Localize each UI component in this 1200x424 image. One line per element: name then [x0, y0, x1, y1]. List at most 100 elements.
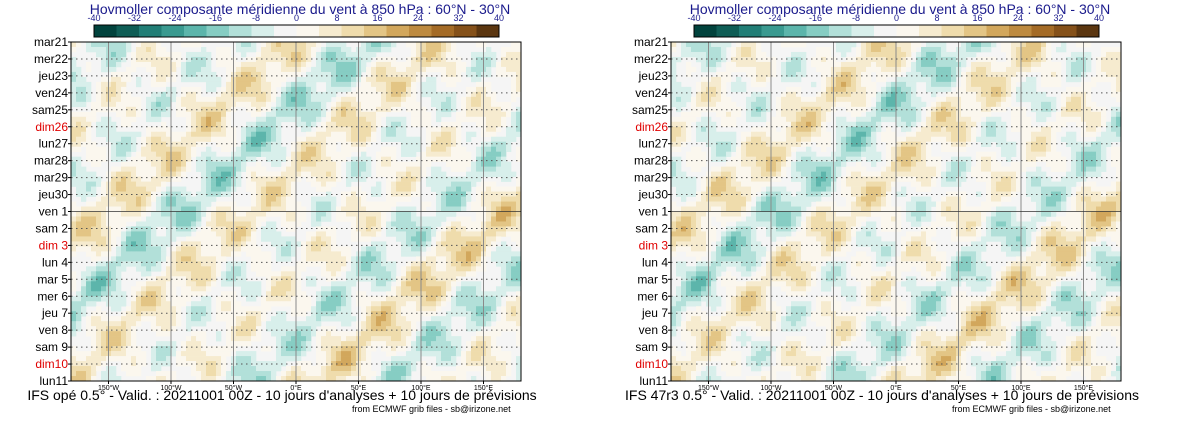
x-tick-label: 0°E: [290, 384, 302, 392]
colorbar-swatch: [761, 25, 785, 37]
colorbar-tick-label: -32: [728, 13, 741, 23]
y-tick-label: lun27: [639, 137, 669, 151]
x-tick-label: 100°W: [760, 384, 781, 392]
y-tick-label: sam25: [632, 103, 668, 117]
colorbar-tick-label: -24: [768, 13, 781, 23]
colorbar-tick-label: -24: [168, 13, 181, 23]
colorbar-tick-label: 40: [1094, 13, 1104, 23]
colorbar-tick-label: -40: [687, 13, 700, 23]
panel-operational: Hovmoller composante méridienne du vent …: [27, 1, 537, 414]
x-tick-label: 100°E: [1011, 384, 1030, 392]
colorbar-tick-label: -32: [128, 13, 141, 23]
colorbar-swatch: [1054, 25, 1077, 37]
y-tick-label: sam 9: [635, 340, 668, 354]
colorbar-swatch: [206, 25, 230, 37]
y-tick-label: dim10: [635, 357, 668, 371]
plot-frame: [670, 41, 1122, 382]
colorbar-tick-label: 24: [413, 13, 423, 23]
colorbar-swatch: [296, 25, 320, 37]
y-tick-label: jeu23: [638, 69, 669, 83]
y-tick-label: sam 2: [635, 221, 668, 235]
colorbar-tick-label: 8: [934, 13, 939, 23]
colorbar-tick-label: -8: [852, 13, 860, 23]
y-tick-label: lun27: [39, 137, 69, 151]
colorbar-tick-label: 40: [494, 13, 504, 23]
y-tick-label: dim26: [35, 120, 68, 134]
x-tick-label: 0°E: [890, 384, 902, 392]
x-tick-label: 100°W: [160, 384, 181, 392]
colorbar-swatch: [739, 25, 762, 37]
x-tick-label: 50°E: [951, 384, 967, 392]
y-tick-label: mar29: [34, 171, 68, 185]
colorbar-swatch: [1009, 25, 1032, 37]
y-tick-label: lun11: [640, 374, 669, 388]
plot-frame: [70, 41, 522, 382]
y-tick-label: mar28: [34, 154, 68, 168]
y-tick-label: ven 8: [39, 323, 69, 337]
y-tick-label: dim 3: [639, 238, 669, 252]
credit-text: from ECMWF grib files - sb@irizone.net: [352, 404, 511, 414]
y-tick-label: mar21: [34, 35, 68, 49]
colorbar-swatch: [229, 25, 252, 37]
y-tick-label: mer22: [34, 52, 68, 66]
colorbar-tick-label: 0: [294, 13, 299, 23]
colorbar-tick-label: -16: [209, 13, 222, 23]
panel-footer: IFS 47r3 0.5° - Valid. : 20211001 00Z - …: [625, 387, 1139, 403]
y-tick-label: mer22: [634, 52, 668, 66]
credit-text: from ECMWF grib files - sb@irizone.net: [952, 404, 1111, 414]
colorbar-swatch: [454, 25, 477, 37]
colorbar-tick-label: 32: [453, 13, 463, 23]
x-tick-label: 50°W: [825, 384, 843, 392]
hovmoller-chart: -40 -32 -24 -16 -8 0 8 16 24 32 40 mar21 mer22 jeu23 v…: [32, 13, 522, 392]
colorbar-tick-label: 8: [334, 13, 339, 23]
y-tick-label: dim26: [635, 120, 668, 134]
colorbar-swatch: [386, 25, 410, 37]
y-tick-label: jeu 7: [641, 306, 668, 320]
y-tick-label: mar 5: [37, 272, 68, 286]
y-tick-label: mar28: [634, 154, 668, 168]
panel-title: Hovmoller composante méridienne du vent …: [89, 1, 511, 17]
colorbar-tick-label: 24: [1013, 13, 1023, 23]
y-tick-label: sam25: [32, 103, 68, 117]
y-tick-label: ven24: [635, 86, 668, 100]
y-tick-label: dim 3: [39, 238, 69, 252]
colorbar-swatch: [251, 25, 275, 37]
colorbar-tick-label: 16: [972, 13, 982, 23]
colorbar-swatch: [319, 25, 342, 37]
colorbar-tick-label: 0: [894, 13, 899, 23]
y-tick-label: jeu23: [38, 69, 69, 83]
y-tick-label: lun11: [40, 374, 69, 388]
colorbar-frame: [93, 24, 500, 38]
y-tick-label: mer 6: [637, 289, 668, 303]
y-tick-label: ven 1: [39, 205, 69, 219]
colorbar-swatch: [364, 25, 387, 37]
colorbar-swatch: [341, 25, 365, 37]
heatmap-field: [671, 42, 1122, 382]
hovmoller-chart: -40 -32 -24 -16 -8 0 8 16 24 32 40 mar21 mer22 jeu23 v…: [632, 13, 1122, 392]
colorbar-swatch: [476, 25, 500, 37]
y-tick-label: ven 1: [639, 205, 669, 219]
colorbar-swatch: [964, 25, 987, 37]
colorbar-tick-label: -16: [809, 13, 822, 23]
colorbar-swatch: [274, 25, 297, 37]
x-tick-label: 100°E: [411, 384, 430, 392]
x-tick-label: 50°W: [225, 384, 243, 392]
y-tick-label: mer 6: [37, 289, 68, 303]
panel-title: Hovmoller composante méridienne du vent …: [689, 1, 1111, 17]
colorbar-tick-label: -8: [252, 13, 260, 23]
colorbar-swatch: [986, 25, 1010, 37]
x-tick-label: 50°E: [351, 384, 367, 392]
y-tick-label: sam 9: [35, 340, 68, 354]
panel-footer: IFS opé 0.5° - Valid. : 20211001 00Z - 1…: [27, 387, 537, 403]
colorbar-swatch: [1076, 25, 1100, 37]
y-tick-label: jeu30: [38, 188, 69, 202]
colorbar-swatch: [919, 25, 942, 37]
x-tick-label: 150°E: [474, 384, 493, 392]
colorbar-swatch: [184, 25, 207, 37]
panel-47r3: Hovmoller composante méridienne du vent …: [600, 0, 1200, 424]
x-tick-label: 150°E: [1074, 384, 1093, 392]
y-tick-label: jeu 7: [41, 306, 68, 320]
y-tick-label: sam 2: [35, 221, 68, 235]
colorbar-swatch: [431, 25, 455, 37]
colorbar-swatch: [896, 25, 920, 37]
